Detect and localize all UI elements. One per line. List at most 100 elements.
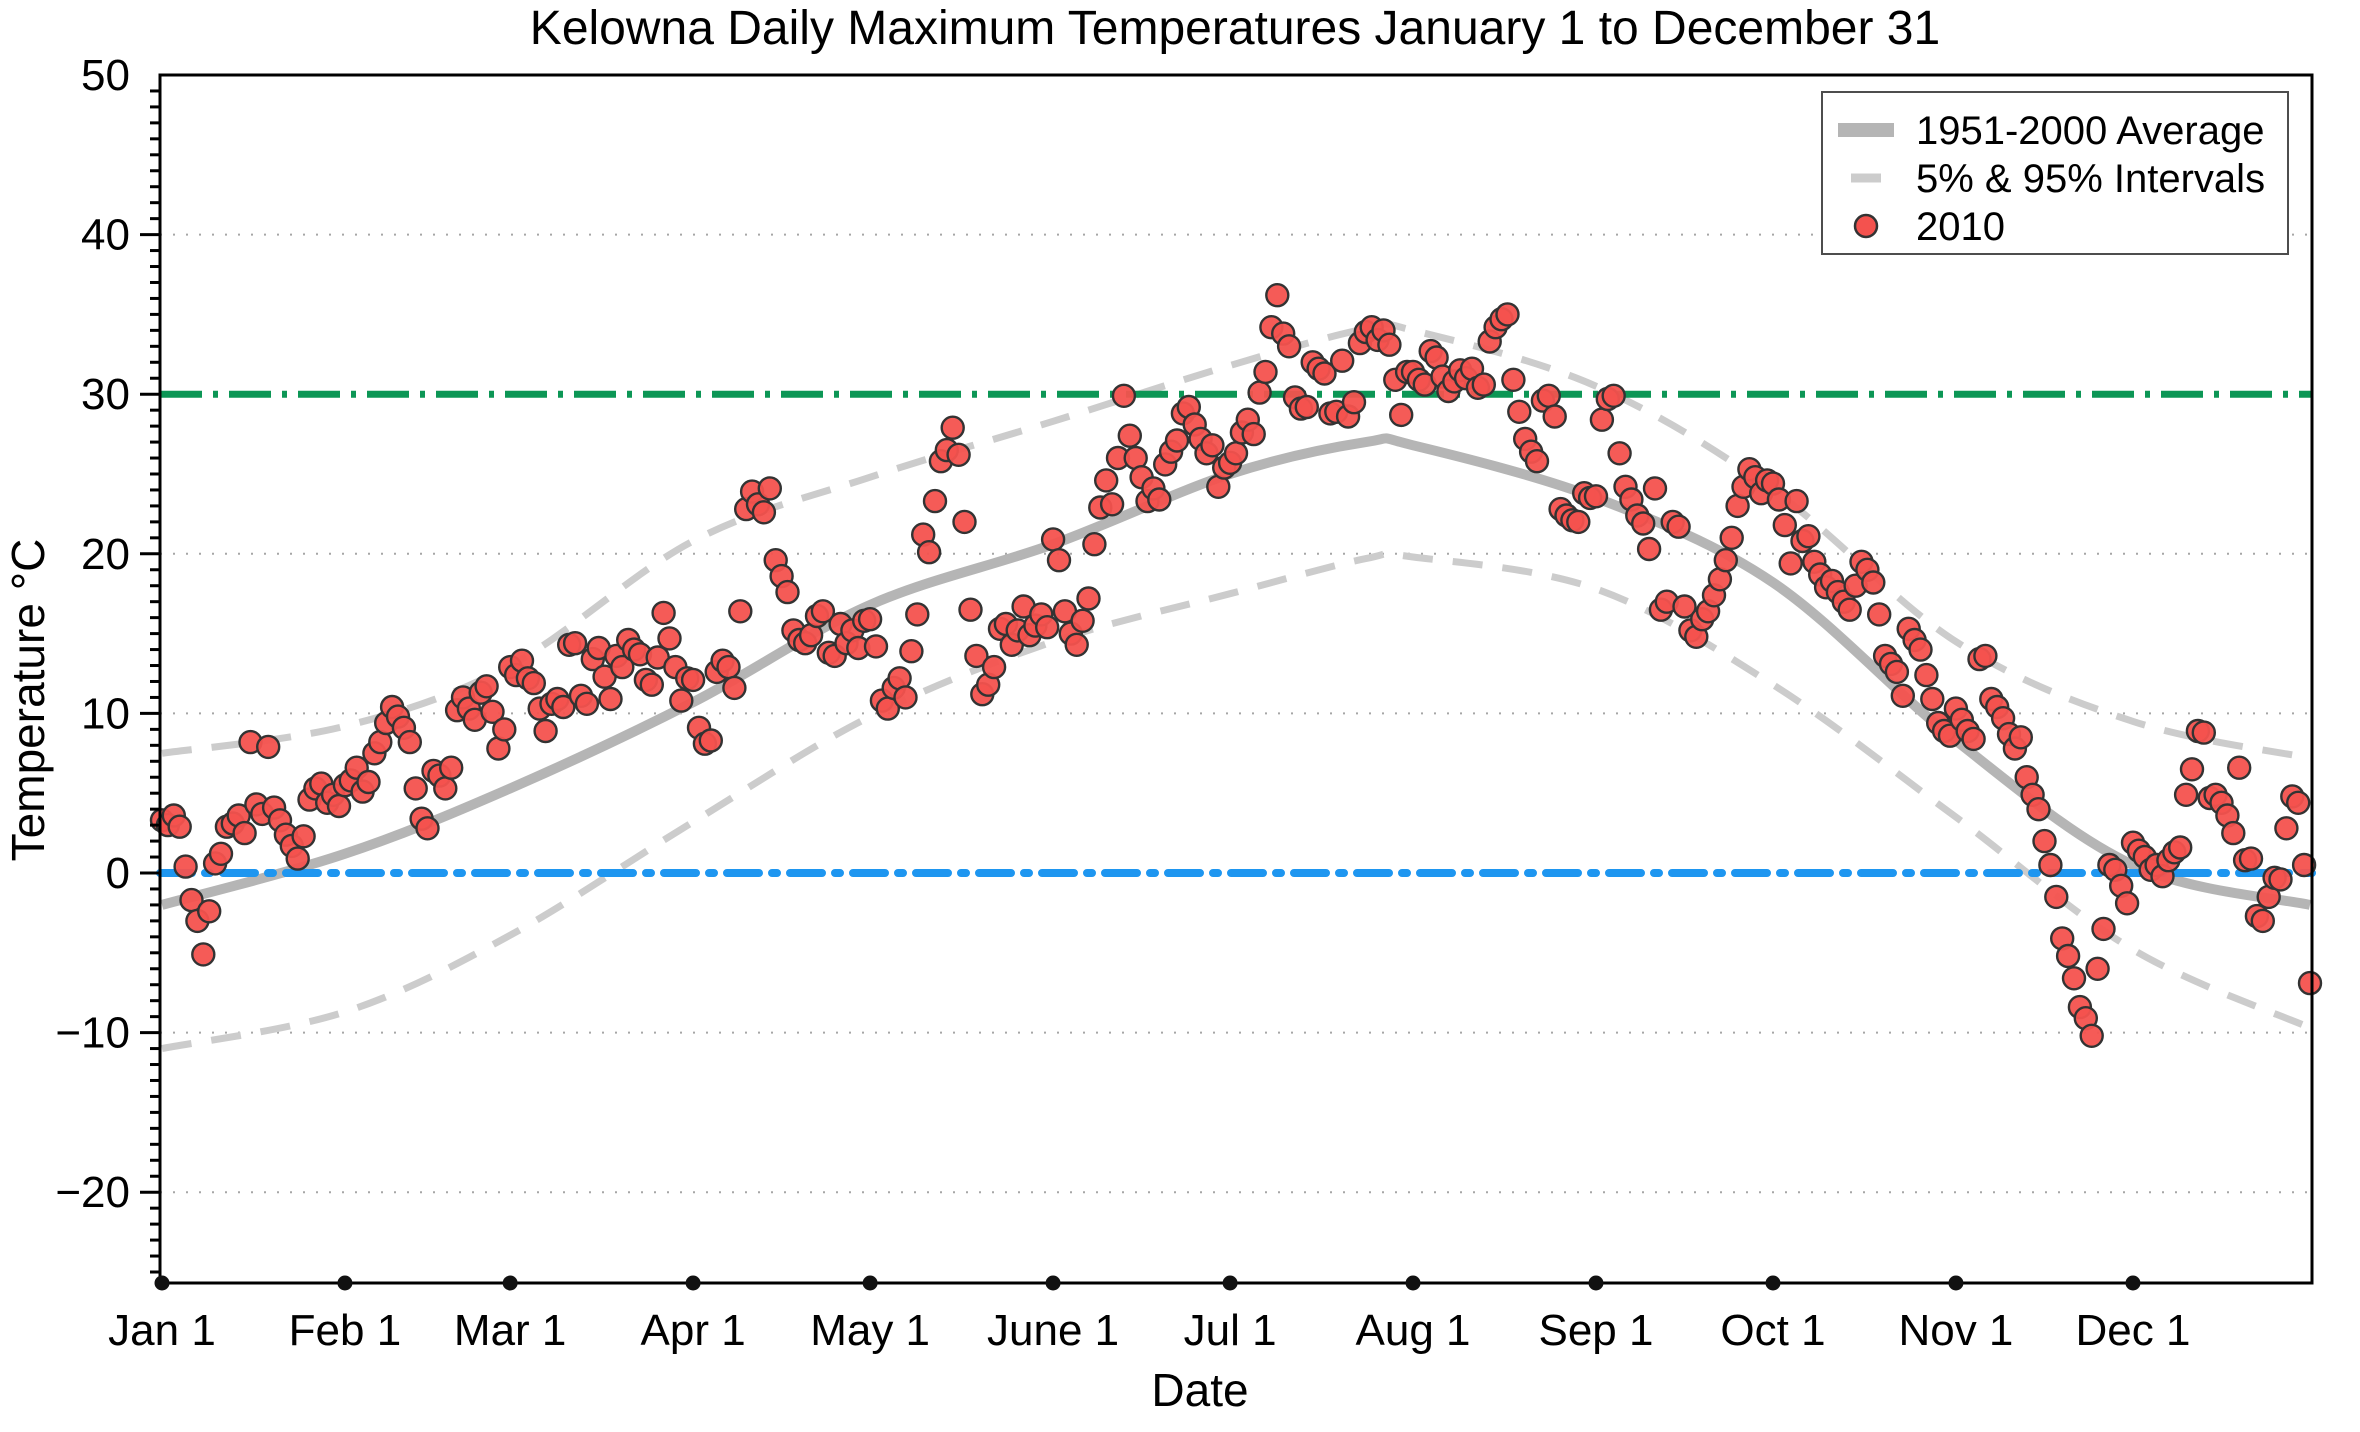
data-point xyxy=(2191,720,2217,745)
data-point xyxy=(1076,586,1101,611)
data-point xyxy=(1111,383,1137,408)
data-point xyxy=(899,639,924,664)
data-point xyxy=(1630,511,1656,536)
data-point xyxy=(1772,512,1798,538)
data-point xyxy=(1265,283,1290,308)
data-point xyxy=(757,476,782,501)
data-point xyxy=(1583,484,1609,509)
data-point xyxy=(480,699,505,724)
data-point xyxy=(1642,476,1668,501)
data-point xyxy=(863,634,889,659)
data-point xyxy=(1253,359,1278,385)
y-tick-label: −10 xyxy=(55,1009,130,1058)
data-point xyxy=(256,734,281,760)
data-point xyxy=(1866,602,1892,627)
data-point xyxy=(1973,643,1998,669)
data-point xyxy=(2250,908,2276,934)
data-point xyxy=(698,728,723,753)
data-point xyxy=(958,597,983,622)
month-tick-dot xyxy=(1588,1275,1604,1291)
data-point xyxy=(1920,686,1945,712)
data-point xyxy=(2085,956,2110,981)
data-point xyxy=(2268,867,2293,892)
x-tick-label: May 1 xyxy=(810,1306,930,1355)
data-point xyxy=(1601,383,1626,408)
scatter-2010-points xyxy=(149,283,2323,1049)
y-tick-label: 20 xyxy=(81,530,130,579)
y-tick-label: 30 xyxy=(81,370,130,419)
data-point xyxy=(191,942,216,967)
data-point xyxy=(403,776,428,801)
data-point xyxy=(2173,782,2199,807)
data-point xyxy=(1890,683,1916,708)
data-point xyxy=(2061,966,2087,991)
x-tick-label: Aug 1 xyxy=(1356,1306,1471,1355)
data-point xyxy=(2221,820,2246,846)
data-point xyxy=(598,686,623,712)
data-point xyxy=(1542,404,1567,429)
legend: 1951-2000 Average 5% & 95% Intervals 201… xyxy=(1821,91,2289,255)
data-point xyxy=(1070,608,1095,633)
data-point xyxy=(1914,662,1939,688)
data-point xyxy=(857,607,883,632)
data-point xyxy=(2026,797,2051,822)
data-point xyxy=(946,442,971,467)
data-point xyxy=(716,654,741,680)
x-axis-label: Date xyxy=(1151,1364,1248,1416)
x-tick-label: Sep 1 xyxy=(1538,1306,1653,1355)
axes-layer xyxy=(140,73,2314,1291)
x-tick-label: Jul 1 xyxy=(1184,1306,1277,1355)
data-point xyxy=(1093,468,1119,493)
x-tick-label: Dec 1 xyxy=(2075,1306,2190,1355)
data-point xyxy=(775,579,800,605)
y-tick-label: 50 xyxy=(81,51,130,100)
data-point xyxy=(1046,548,1072,573)
data-point xyxy=(952,509,977,535)
data-point xyxy=(2055,943,2081,969)
data-point xyxy=(232,820,257,846)
data-point xyxy=(1312,361,1337,386)
chart-title: Kelowna Daily Maximum Temperatures Janua… xyxy=(530,2,1940,55)
data-point xyxy=(1837,597,1862,622)
x-tick-label: Oct 1 xyxy=(1720,1306,1825,1355)
data-point xyxy=(1388,402,1414,428)
data-point xyxy=(2091,916,2116,942)
data-point xyxy=(474,674,499,699)
data-point xyxy=(2238,846,2264,871)
data-point xyxy=(1082,532,1107,557)
data-point xyxy=(326,793,352,819)
data-point xyxy=(940,415,965,440)
data-point xyxy=(1247,380,1272,405)
x-tick-label: Mar 1 xyxy=(454,1306,566,1355)
data-point xyxy=(1064,632,1089,657)
data-point xyxy=(1713,548,1739,573)
data-point xyxy=(751,500,777,525)
reference-lines-layer xyxy=(156,390,2316,877)
y-tick-label: 10 xyxy=(81,689,130,738)
data-point xyxy=(728,599,753,624)
data-point xyxy=(657,626,682,651)
data-point xyxy=(1961,726,1986,752)
data-point xyxy=(1536,383,1562,408)
data-point xyxy=(2032,828,2057,854)
data-point xyxy=(562,631,588,656)
data-point xyxy=(415,816,440,841)
data-point xyxy=(1034,615,1060,640)
data-point xyxy=(922,488,948,514)
data-point xyxy=(1276,334,1302,359)
month-tick-dot xyxy=(1045,1275,1061,1291)
data-point xyxy=(1636,536,1662,562)
data-point xyxy=(1566,509,1591,535)
data-point xyxy=(1607,441,1632,466)
data-point xyxy=(196,899,222,924)
data-point xyxy=(2167,835,2193,860)
data-point xyxy=(2297,970,2323,996)
month-tick-dot xyxy=(337,1275,353,1291)
data-point xyxy=(651,600,676,626)
data-point xyxy=(893,685,918,710)
data-point xyxy=(1784,488,1809,514)
data-point xyxy=(1329,348,1355,373)
data-point xyxy=(2079,1023,2104,1049)
